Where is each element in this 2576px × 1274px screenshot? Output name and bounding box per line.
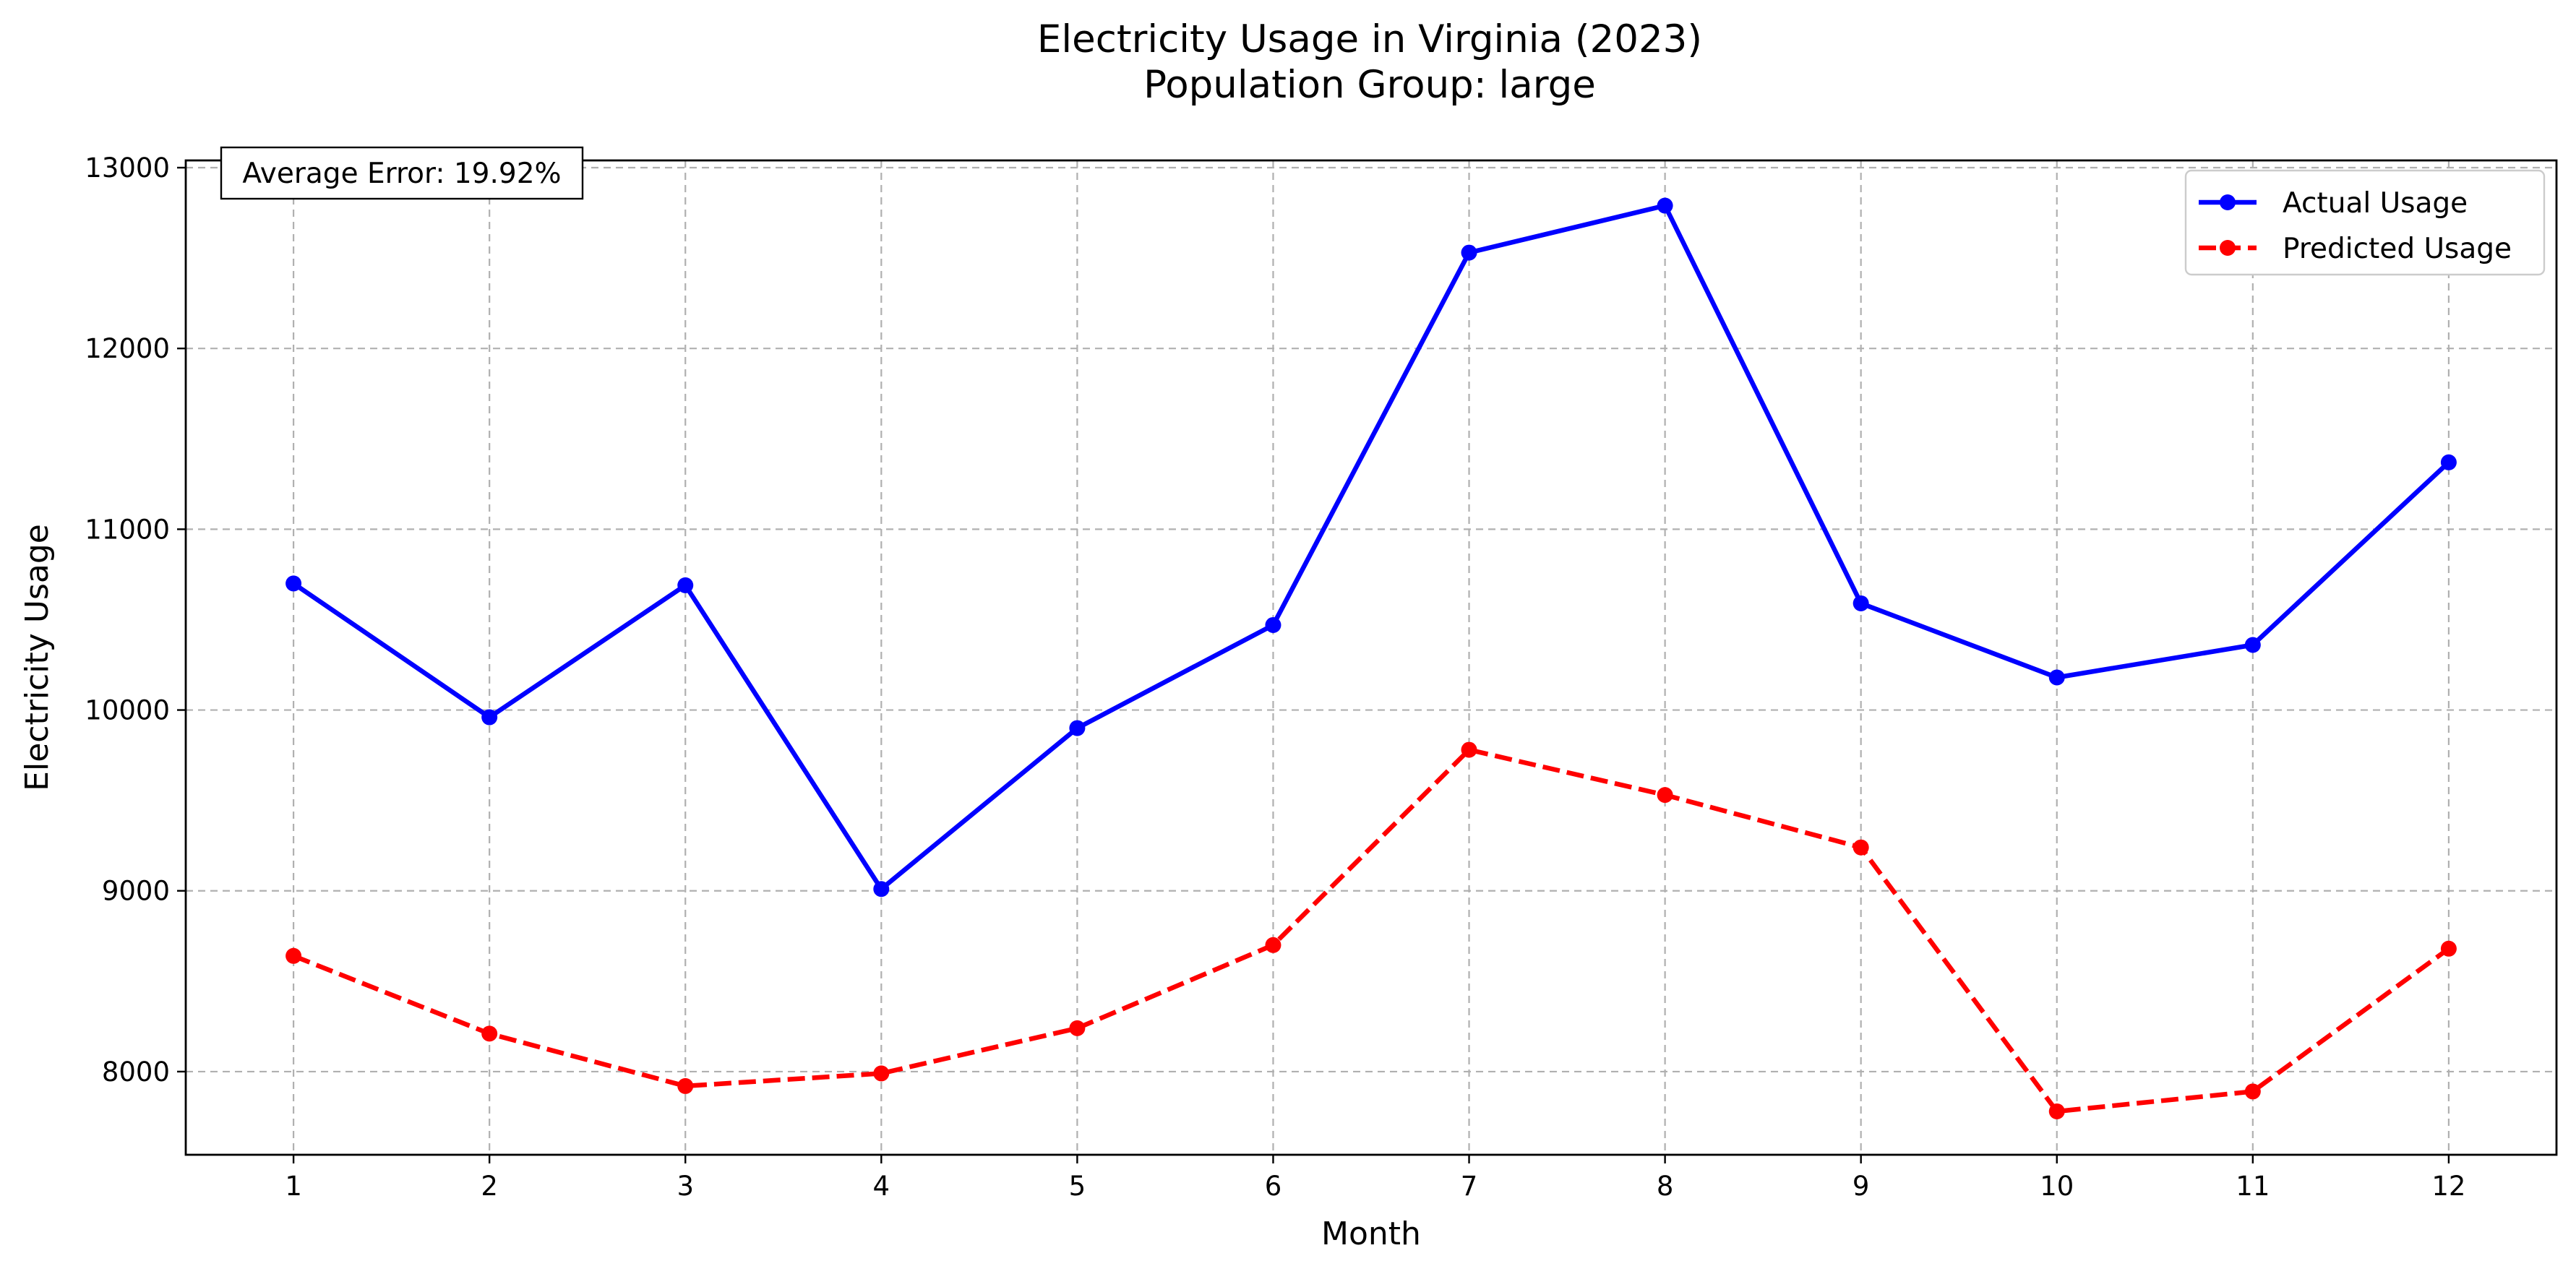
y-tick-label: 11000 (85, 514, 170, 545)
predicted-usage-point (873, 1065, 890, 1082)
predicted-usage-point (1657, 787, 1673, 804)
x-tick-label: 7 (1461, 1171, 1478, 1202)
y-axis: 8000 9000 10000 11000 12000 13000 (85, 152, 186, 1088)
y-tick-label: 9000 (102, 876, 170, 907)
plot-frame (184, 159, 2558, 1156)
grid (186, 160, 2556, 1155)
predicted-usage-point (2244, 1083, 2261, 1100)
average-error-annotation: Average Error: 19.92% (220, 146, 584, 200)
x-tick-label: 11 (2236, 1171, 2270, 1202)
actual-usage-point (1069, 720, 1086, 736)
chart-title: Electricity Usage in Virginia (2023) (1037, 17, 1702, 61)
x-tick-label: 5 (1069, 1171, 1086, 1202)
x-axis-label: Month (1321, 1215, 1421, 1252)
plot-area (186, 160, 2556, 1155)
legend-label-predicted-usage: Predicted Usage (2283, 233, 2512, 265)
x-tick-label: 3 (677, 1171, 694, 1202)
y-tick-label: 10000 (85, 695, 170, 726)
x-tick-label: 12 (2431, 1171, 2465, 1202)
chart-subtitle: Population Group: large (1143, 63, 1596, 107)
actual-usage-point (2244, 637, 2261, 653)
x-tick-label: 4 (873, 1171, 890, 1202)
y-tick-label: 12000 (85, 333, 170, 364)
predicted-usage-point (285, 947, 302, 964)
x-tick-label: 10 (2040, 1171, 2074, 1202)
predicted-usage-line (292, 747, 2450, 1114)
legend-entries: Actual Usage Predicted Usage (2199, 187, 2512, 265)
y-tick-label: 13000 (85, 152, 170, 184)
actual-usage-point (481, 709, 498, 726)
actual-usage-point (1657, 197, 1673, 214)
predicted-usage-point (2048, 1103, 2065, 1119)
predicted-usage-point (1265, 937, 1281, 953)
actual-usage-line (292, 203, 2451, 892)
legend-label-actual-usage: Actual Usage (2283, 187, 2468, 220)
annotation-box (220, 146, 584, 200)
predicted-usage-point (1069, 1020, 1086, 1036)
x-tick-label: 9 (1852, 1171, 1870, 1202)
actual-usage-point (1265, 616, 1281, 633)
annotation-text: Average Error: 19.92% (242, 158, 561, 190)
y-axis-label: Electricity Usage (19, 524, 56, 791)
legend-marker-predicted-usage (2220, 240, 2236, 256)
x-tick-label: 2 (481, 1171, 498, 1202)
x-axis: 1 2 3 4 5 6 7 8 9 10 11 12 (285, 1155, 2465, 1202)
predicted-usage-point (481, 1025, 498, 1042)
legend: Actual Usage Predicted Usage (2184, 169, 2546, 276)
actual-usage-point (1461, 244, 1477, 261)
predicted-usage-point (677, 1077, 694, 1094)
legend-marker-actual-usage (2220, 194, 2236, 210)
y-tick-label: 8000 (102, 1056, 170, 1088)
predicted-usage-point (1852, 839, 1869, 856)
series-layer (285, 197, 2457, 1119)
actual-usage-point (1852, 595, 1869, 611)
actual-usage-point (285, 575, 302, 592)
actual-usage-point (2048, 669, 2065, 686)
predicted-usage-point (1461, 741, 1477, 758)
legend-box (2184, 169, 2546, 276)
actual-usage-point (873, 881, 890, 898)
x-tick-label: 1 (285, 1171, 302, 1202)
x-tick-label: 8 (1657, 1171, 1674, 1202)
actual-usage-point (677, 577, 694, 593)
predicted-usage-point (2440, 940, 2457, 957)
x-tick-label: 6 (1265, 1171, 1282, 1202)
actual-usage-point (2440, 454, 2457, 470)
